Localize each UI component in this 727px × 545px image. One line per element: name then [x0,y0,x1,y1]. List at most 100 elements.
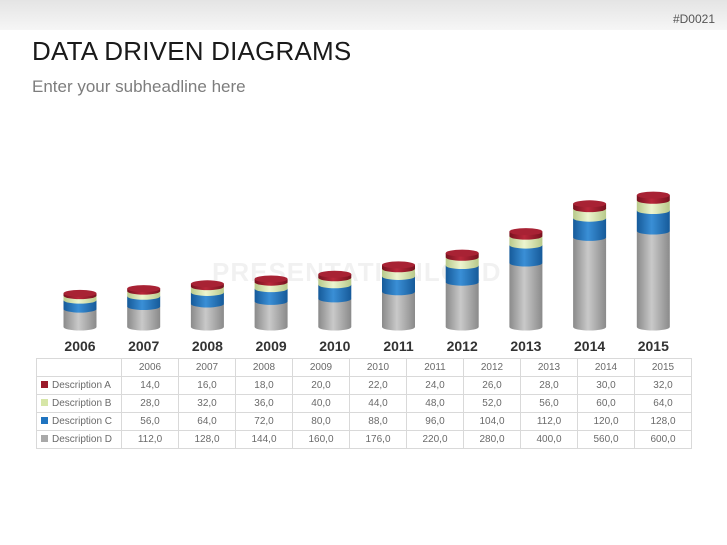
table-cell: 40,0 [292,394,350,413]
table-cell: 60,0 [577,394,635,413]
bar-group [636,191,670,331]
bar-segment [445,265,479,286]
table-cell: 36,0 [235,394,293,413]
bar-group [254,275,288,331]
bar-top-cap [63,289,97,297]
series-label-cell: Description A [36,376,122,395]
bar-top-cap [254,275,288,283]
table-row: Description B 28,0 32,0 36,0 40,0 44,0 48,0 52,… [36,394,692,413]
bar-segment [254,301,288,331]
bar-group [445,249,479,331]
x-tick-label: 2007 [128,338,159,354]
table-cell: 20,0 [292,376,350,395]
table-cell: 600,0 [634,430,692,449]
x-tick-label: 2015 [638,338,669,354]
table-cell: 72,0 [235,412,293,431]
table-cell: 30,0 [577,376,635,395]
table-cell: 56,0 [520,394,578,413]
x-tick-label: 2011 [383,338,414,354]
table-cell: 128,0 [178,430,236,449]
table-header-cell: 2012 [463,358,521,377]
bar-segment [382,276,415,296]
series-label-cell: Description B [36,394,122,413]
bar-top-cap [127,285,161,293]
bar-segment [445,282,479,331]
table-cell: 560,0 [577,430,635,449]
table-cell: 52,0 [463,394,521,413]
stacked-cylinder-chart: 2006 2007 2008 2009 2010 2011 2012 2013 2014 2015 [63,191,670,354]
bar-segment [127,306,161,331]
bar-top-cap [190,280,224,288]
bar-segment [190,303,224,331]
table-cell: 44,0 [349,394,407,413]
table-header-cell: 2010 [349,358,407,377]
table-cell: 96,0 [406,412,464,431]
bar-segment [636,210,670,235]
bar-segment [573,208,607,222]
series-label-cell: Description D [36,430,122,449]
slide-code: #D0021 [672,12,715,26]
table-cell: 280,0 [463,430,521,449]
bar-segment [127,296,161,311]
x-tick-label: 2014 [574,338,605,354]
table-header-cell: 2007 [178,358,236,377]
table-cell: 64,0 [178,412,236,431]
table-cell: 144,0 [235,430,293,449]
page-subtitle: Enter your subheadline here [32,77,246,96]
table-cell: 16,0 [178,376,236,395]
bar-segment [573,237,607,331]
bar-segment [573,218,607,241]
series-label-cell: Description C [36,412,122,431]
series-name: Description C [52,416,113,427]
table-cell: 32,0 [634,376,692,395]
table-cell: 176,0 [349,430,407,449]
table-cell: 120,0 [577,412,635,431]
table-row: Description A 14,0 16,0 18,0 20,0 22,0 24,0 26,… [36,376,692,395]
x-tick-label: 2006 [64,338,95,354]
table-cell: 24,0 [406,376,464,395]
table-cell: 80,0 [292,412,350,431]
table-cell: 112,0 [121,430,179,449]
legend-swatch [41,399,48,406]
bar-group [190,280,224,331]
table-cell: 104,0 [463,412,521,431]
bar-segment [509,263,543,331]
bar-segment [318,284,352,303]
bar-segment [509,245,543,267]
table-header-row: 2006 2007 2008 2009 2010 2011 2012 2013 2014 2015 [36,358,692,377]
bar-segment [63,300,97,313]
data-table: 2006 2007 2008 2009 2010 2011 2012 2013 2014 2015… [36,358,692,449]
bar-group [509,228,543,331]
x-tick-label: 2012 [447,338,478,354]
table-header-cell: 2011 [406,358,464,377]
table-cell: 88,0 [349,412,407,431]
bar-top-cap [509,228,543,236]
legend-swatch [41,417,48,424]
table-cell: 18,0 [235,376,293,395]
table-cell: 14,0 [121,376,179,395]
bar-segment [636,231,670,331]
x-tick-label: 2008 [192,338,223,354]
series-name: Description B [52,398,112,409]
bar-top-cap [318,270,352,278]
series-name: Description A [52,380,111,391]
table-header-cell: 2013 [520,358,578,377]
top-bar [0,0,727,30]
legend-swatch [41,381,48,388]
bar-segment [254,288,288,305]
table-cell: 28,0 [121,394,179,413]
bar-top-cap [573,200,607,208]
bar-top-cap [445,249,479,257]
table-header-cell: 2006 [121,358,179,377]
bar-segment [190,292,224,308]
bar-segment [382,291,415,331]
bar-group [127,285,161,331]
bar-group [63,289,97,331]
table-cell: 64,0 [634,394,692,413]
table-cell: 32,0 [178,394,236,413]
table-cell: 22,0 [349,376,407,395]
page-title: DATA DRIVEN DIAGRAMS [32,36,352,66]
table-cell: 112,0 [520,412,578,431]
x-tick-label: 2013 [510,338,541,354]
table-header-cell: 2014 [577,358,635,377]
